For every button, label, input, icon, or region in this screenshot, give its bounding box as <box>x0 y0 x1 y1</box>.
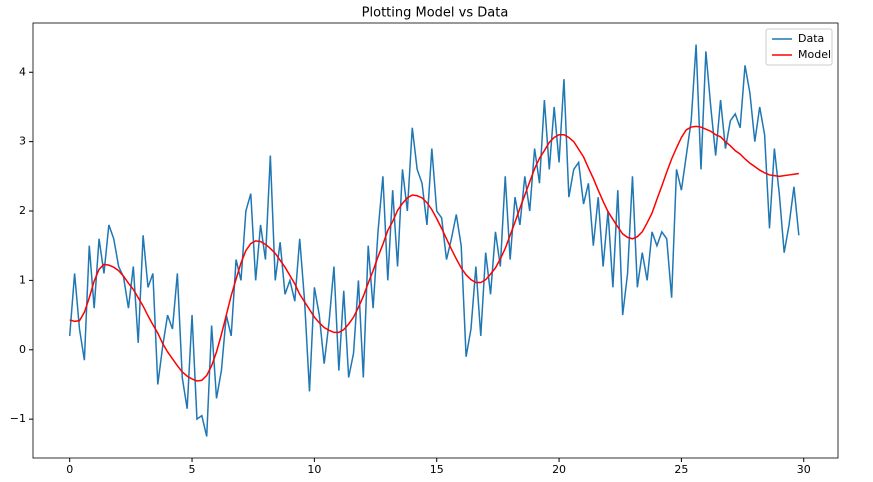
x-tick-label: 25 <box>674 463 688 476</box>
y-tick-label: 3 <box>19 135 26 148</box>
chart-title: Plotting Model vs Data <box>362 6 509 21</box>
y-tick-label: −1 <box>10 412 26 425</box>
plot-frame <box>32 22 839 459</box>
y-tick-label: 1 <box>19 273 26 286</box>
x-tick-label: 10 <box>307 463 321 476</box>
y-tick-label: 4 <box>19 65 26 78</box>
legend: Data Model <box>765 28 833 66</box>
data-line <box>68 44 800 437</box>
y-tick-label: 0 <box>19 343 26 356</box>
x-tick-label: 0 <box>66 463 73 476</box>
y-tick-label: 2 <box>19 204 26 217</box>
x-tick-label: 15 <box>430 463 444 476</box>
x-tick-label: 5 <box>189 463 196 476</box>
legend-label: Model <box>798 48 831 61</box>
legend-box <box>765 28 833 66</box>
x-tick-label: 20 <box>552 463 566 476</box>
data-line <box>69 125 799 382</box>
legend-label: Data <box>798 32 824 45</box>
x-tick-label: 30 <box>797 463 811 476</box>
